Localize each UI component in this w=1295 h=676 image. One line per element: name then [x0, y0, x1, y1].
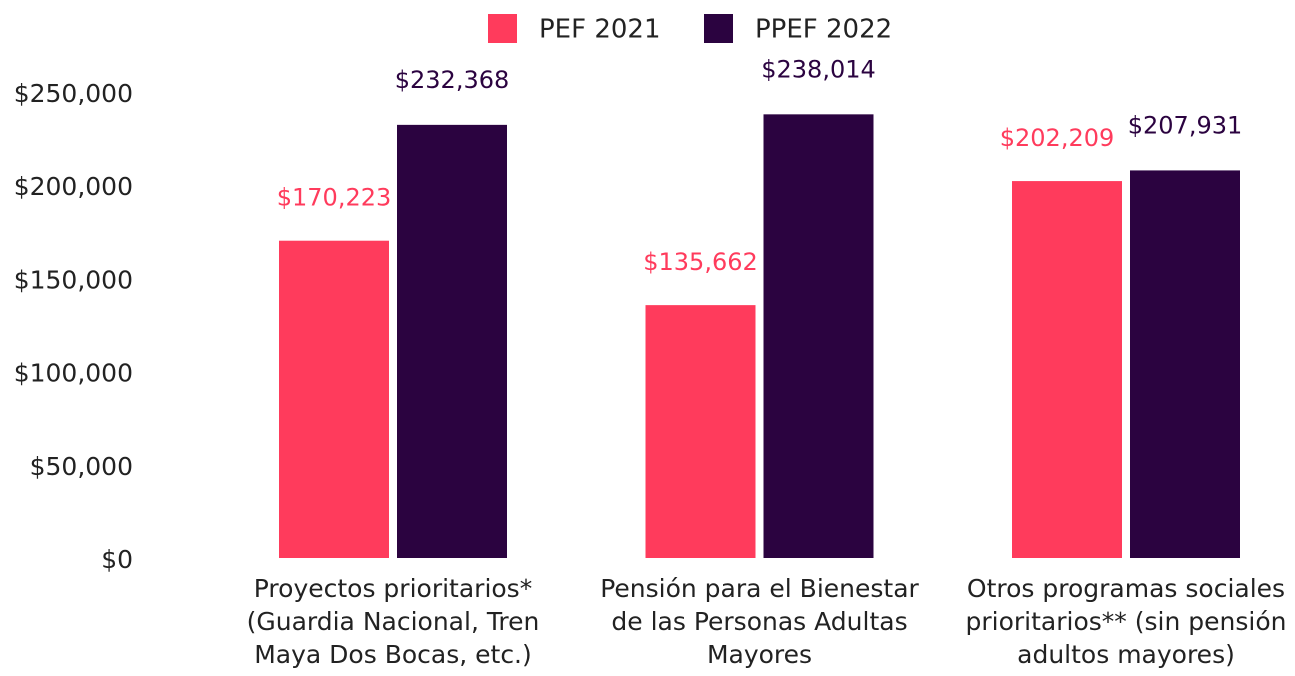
legend-label: PPEF 2022: [755, 15, 892, 45]
x-tick-label: Pensión para el Bienestar de las Persona…: [600, 574, 919, 669]
x-tick-label: Proyectos prioritarios* (Guardia Naciona…: [246, 574, 540, 669]
bar: [279, 240, 389, 558]
y-tick-label: $100,000: [14, 359, 133, 388]
bar: [645, 305, 756, 558]
legend-label: PEF 2021: [539, 15, 661, 45]
y-tick-label: $50,000: [30, 452, 133, 481]
value-label: $207,931: [1128, 111, 1243, 139]
bar: [763, 114, 874, 558]
legend-swatch: [488, 14, 517, 43]
x-tick-label: Otros programas sociales prioritarios** …: [965, 574, 1287, 669]
bar: [1012, 181, 1122, 558]
bar: [1130, 170, 1240, 558]
value-label: $170,223: [277, 184, 392, 212]
legend-swatch: [704, 14, 733, 43]
y-tick-label: $0: [101, 545, 133, 574]
value-label: $238,014: [761, 55, 876, 83]
value-label: $135,662: [643, 248, 758, 276]
bar: [397, 124, 507, 558]
y-tick-label: $200,000: [14, 172, 133, 201]
y-tick-label: $150,000: [14, 265, 133, 294]
value-label: $202,209: [1000, 124, 1115, 152]
y-tick-label: $250,000: [14, 79, 133, 108]
value-label: $232,368: [395, 66, 510, 94]
